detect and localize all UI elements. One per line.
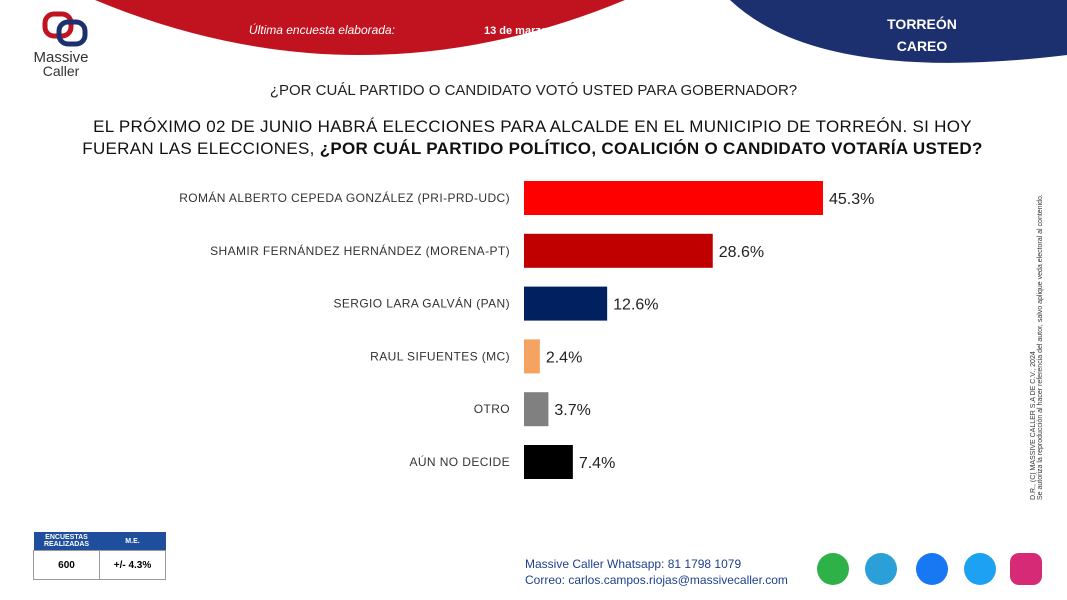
side-note: D.R., (C) MASSIVE CALLER S.A DE C.V., 20… xyxy=(1030,120,1060,500)
bar xyxy=(524,233,713,268)
category-label: AÚN NO DECIDE xyxy=(409,454,510,469)
survey-label: Última encuesta elaborada: xyxy=(249,22,395,37)
social-icons xyxy=(817,553,1042,585)
survey-date: 13 de marzo de 2024 xyxy=(484,25,592,37)
email: Correo: carlos.campos.riojas@massivecall… xyxy=(525,573,788,587)
category-label: SHAMIR FERNÁNDEZ HERNÁNDEZ (MORENA-PT) xyxy=(210,243,510,258)
value-label: 3.7% xyxy=(554,402,590,419)
bar xyxy=(524,445,573,479)
city: TORREÓN xyxy=(887,15,957,32)
category-label: RAUL SIFUENTES (MC) xyxy=(370,349,510,363)
bar xyxy=(524,181,823,215)
header-red-shape xyxy=(95,0,625,55)
whatsapp: Massive Caller Whatsapp: 81 1798 1079 xyxy=(525,557,742,571)
previous-question: ¿POR CUÁL PARTIDO O CANDIDATO VOTÓ USTED… xyxy=(269,82,798,99)
value-label: 7.4% xyxy=(579,455,615,472)
table-header: ENCUESTAS REALIZADAS xyxy=(33,532,100,551)
contact: Massive Caller Whatsapp: 81 1798 1079 Cor… xyxy=(525,556,788,588)
chart-title: EL PRÓXIMO 02 DE JUNIO HABRÁ ELECCIONES … xyxy=(60,116,1005,160)
sample-table: ENCUESTAS REALIZADAS M.E. 600 +/- 4.3% xyxy=(33,532,166,580)
category-label: OTRO xyxy=(474,402,510,416)
table-cell: 600 xyxy=(33,550,100,580)
value-label: 12.6% xyxy=(613,297,658,314)
mode: CAREO xyxy=(897,38,948,54)
value-label: 45.3% xyxy=(829,191,874,208)
logo-text: Massive xyxy=(33,49,88,66)
copyright: D.R., (C) MASSIVE CALLER S.A DE C.V., 20… xyxy=(1030,351,1037,500)
value-label: 2.4% xyxy=(546,349,582,366)
logo-text: Caller xyxy=(43,63,80,79)
value-label: 28.6% xyxy=(719,244,764,261)
logo xyxy=(42,11,88,47)
bar xyxy=(524,392,549,427)
category-label: SERGIO LARA GALVÁN (PAN) xyxy=(333,296,510,311)
table-cell: +/- 4.3% xyxy=(99,550,166,580)
title-question: ¿POR CUÁL PARTIDO POLÍTICO, COALICIÓN O … xyxy=(319,139,983,158)
header-blue-shape xyxy=(730,0,1067,63)
permission: Se autoriza la reproducción al hacer ref… xyxy=(1037,194,1044,500)
title-text: EL PRÓXIMO 02 DE JUNIO HABRÁ ELECCIONES … xyxy=(82,117,972,158)
category-label: ROMÁN ALBERTO CEPEDA GONZÁLEZ (PRI-PRD-U… xyxy=(179,190,510,205)
bar xyxy=(524,339,540,374)
bar xyxy=(524,286,608,321)
table-header: M.E. xyxy=(99,532,166,551)
